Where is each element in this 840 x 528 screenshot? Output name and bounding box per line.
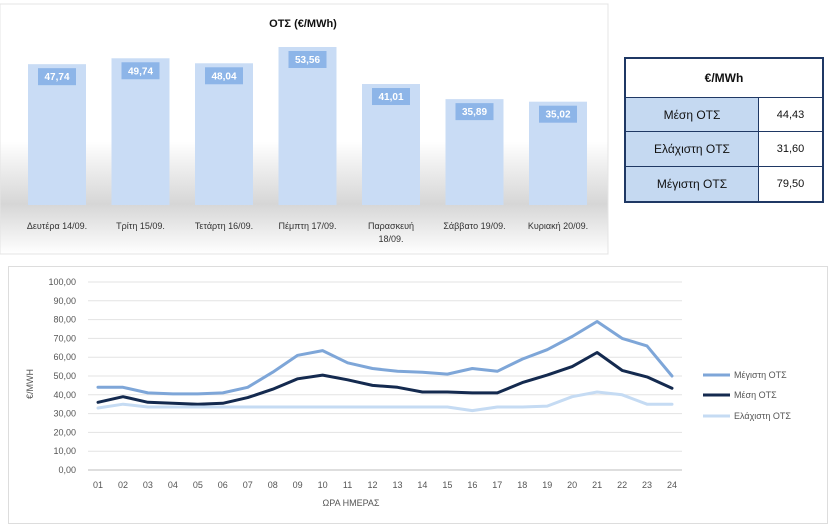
x-tick-label: 14 xyxy=(417,480,427,490)
category-label: Δευτέρα 14/09. xyxy=(27,221,87,231)
y-tick-label: 20,00 xyxy=(53,427,76,437)
series-line xyxy=(96,390,674,413)
x-tick-label: 10 xyxy=(318,480,328,490)
legend-label: Μέση ΟΤΣ xyxy=(734,390,777,400)
data-label: 47,74 xyxy=(44,72,69,83)
table-row: Μέση ΟΤΣ 44,43 xyxy=(624,96,824,133)
x-tick-label: 12 xyxy=(368,480,378,490)
data-label-background xyxy=(539,105,577,123)
bar-chart-title: ΟΤΣ (€/MWh) xyxy=(269,18,337,30)
data-label: 35,89 xyxy=(462,107,487,118)
y-tick-label: 40,00 xyxy=(53,390,76,400)
category-label: Σάββατο 19/09. xyxy=(443,221,505,231)
category-label: Πέμπτη 17/09. xyxy=(279,221,337,231)
bar xyxy=(111,58,170,205)
data-label-background xyxy=(372,88,410,106)
y-tick-label: 60,00 xyxy=(53,352,76,362)
x-tick-label: 22 xyxy=(617,480,627,490)
x-tick-label: 23 xyxy=(642,480,652,490)
stats-value-avg: 44,43 xyxy=(758,96,824,133)
table-row: Μέγιστη ΟΤΣ 79,50 xyxy=(624,165,824,203)
x-tick-label: 15 xyxy=(442,480,452,490)
bar-chart-panel: ΟΤΣ (€/MWh) 47,74 Δευτέρα 14/09. 49,74 Τρίτ… xyxy=(0,0,610,258)
x-tick-label: 21 xyxy=(592,480,602,490)
line-chart: 0,00 10,00 20,00 30,00 40,00 50,00 60,00 70,00 8… xyxy=(8,266,828,524)
category-label: Τετάρτη 16/09. xyxy=(195,221,253,231)
data-label-background xyxy=(288,50,327,68)
line-chart-panel: 0,00 10,00 20,00 30,00 40,00 50,00 60,00 70,00 8… xyxy=(8,266,828,524)
data-label-background xyxy=(455,103,494,121)
x-tick-label: 18 xyxy=(517,480,527,490)
x-tick-label: 02 xyxy=(118,480,128,490)
x-tick-label: 04 xyxy=(168,480,178,490)
stats-value-min: 31,60 xyxy=(758,131,824,167)
data-label: 53,56 xyxy=(295,55,320,66)
x-tick-label: 17 xyxy=(492,480,502,490)
x-tick-label: 24 xyxy=(667,480,677,490)
stats-label-min: Ελάχιστη ΟΤΣ xyxy=(624,131,759,167)
series-line xyxy=(96,351,674,406)
x-tick-label: 08 xyxy=(268,480,278,490)
stats-value-max: 79,50 xyxy=(758,165,824,203)
line-chart-ylabel: €/MWH xyxy=(25,369,35,399)
y-tick-label: 50,00 xyxy=(53,371,76,381)
category-label: Τρίτη 15/09. xyxy=(116,221,165,231)
x-tick-label: 06 xyxy=(218,480,228,490)
stats-table-panel: €/MWh Μέση ΟΤΣ 44,43 Ελάχιστη ΟΤΣ 31,60 … xyxy=(624,57,824,203)
stats-table: €/MWh Μέση ΟΤΣ 44,43 Ελάχιστη ΟΤΣ 31,60 … xyxy=(624,57,824,203)
y-tick-label: 0,00 xyxy=(58,465,76,475)
data-label: 49,74 xyxy=(128,66,153,77)
series-line xyxy=(96,320,674,396)
bar xyxy=(28,64,86,206)
y-tick-label: 80,00 xyxy=(53,315,76,325)
data-label-background xyxy=(205,67,243,85)
bar-chart: ΟΤΣ (€/MWh) 47,74 Δευτέρα 14/09. 49,74 Τρίτ… xyxy=(0,3,609,255)
bar xyxy=(278,46,337,205)
x-tick-label: 03 xyxy=(143,480,153,490)
y-tick-label: 90,00 xyxy=(53,296,76,306)
line-chart-xlabel: ΩΡΑ ΗΜΕΡΑΣ xyxy=(323,498,380,508)
stats-label-max: Μέγιστη ΟΤΣ xyxy=(624,165,759,203)
legend-label: Μέγιστη ΟΤΣ xyxy=(734,370,787,380)
table-row: Ελάχιστη ΟΤΣ 31,60 xyxy=(624,131,824,167)
x-tick-label: 16 xyxy=(467,480,477,490)
x-tick-label: 20 xyxy=(567,480,577,490)
legend-label: Ελάχιστη ΟΤΣ xyxy=(734,411,791,421)
category-label: Κυριακή 20/09. xyxy=(528,221,588,231)
x-tick-label: 07 xyxy=(243,480,253,490)
data-label-background xyxy=(38,68,76,86)
x-tick-label: 19 xyxy=(542,480,552,490)
y-tick-label: 10,00 xyxy=(53,446,76,456)
x-tick-label: 13 xyxy=(392,480,402,490)
category-label: 18/09. xyxy=(378,234,403,244)
x-tick-label: 05 xyxy=(193,480,203,490)
y-tick-label: 30,00 xyxy=(53,409,76,419)
data-label: 41,01 xyxy=(378,92,403,103)
x-tick-label: 09 xyxy=(293,480,303,490)
stats-table-header: €/MWh xyxy=(624,57,824,98)
x-tick-label: 01 xyxy=(93,480,103,490)
data-label: 35,02 xyxy=(545,110,570,121)
stats-label-avg: Μέση ΟΤΣ xyxy=(624,96,759,133)
data-label-background xyxy=(121,62,160,80)
y-tick-label: 70,00 xyxy=(53,333,76,343)
bar xyxy=(195,63,253,206)
x-tick-label: 11 xyxy=(343,480,352,490)
y-tick-label: 100,00 xyxy=(48,277,76,287)
data-label: 48,04 xyxy=(211,71,236,82)
category-label: Παρασκευή xyxy=(368,221,414,231)
